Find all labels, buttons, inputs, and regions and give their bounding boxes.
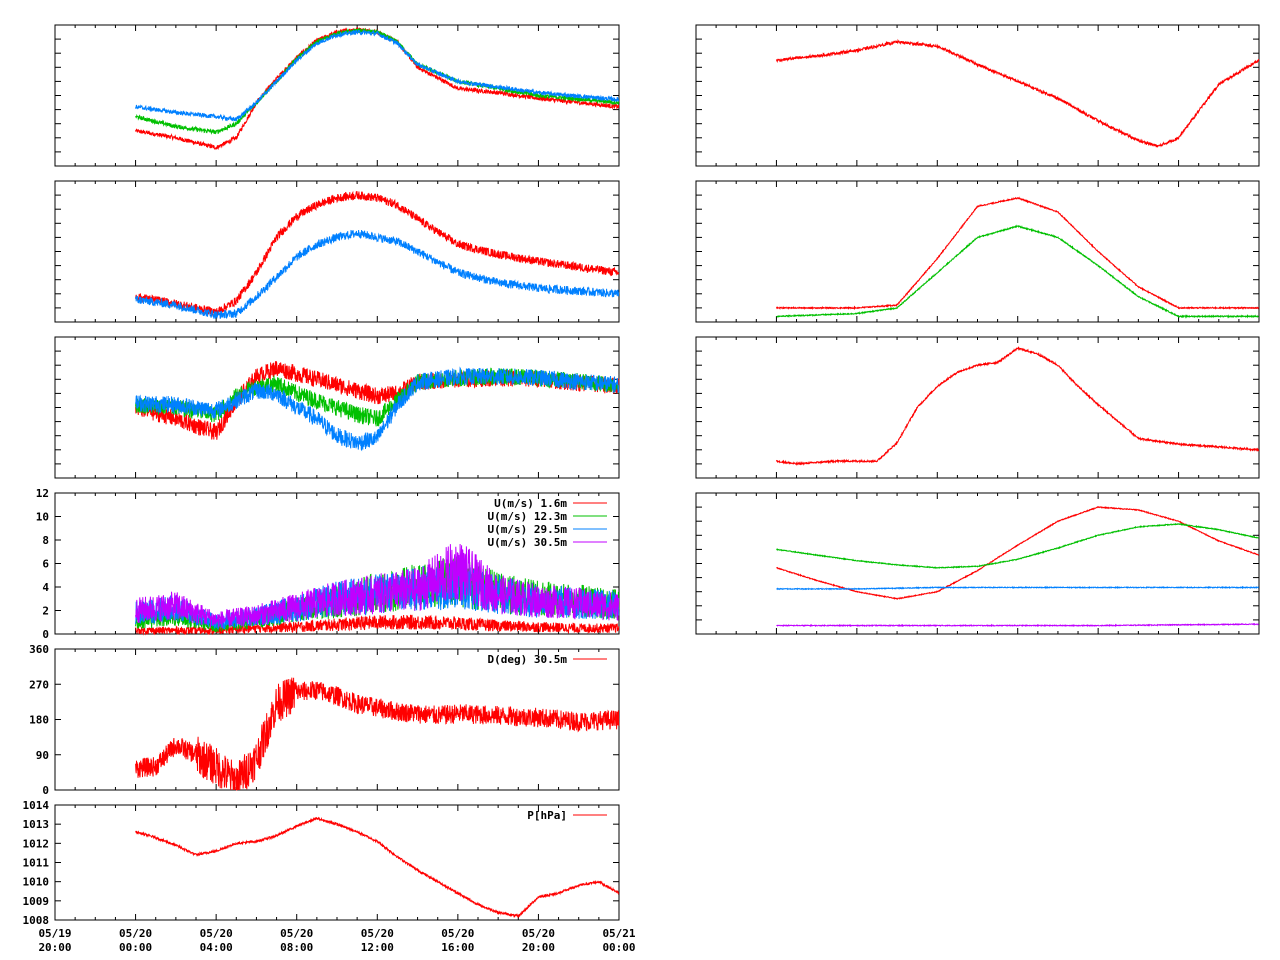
time-tick-hour: 04:00 xyxy=(200,941,233,954)
legend-label: P[hPa] xyxy=(527,809,567,822)
y-tick-label: 8 xyxy=(42,534,49,547)
time-tick-hour: 08:00 xyxy=(280,941,313,954)
y-tick-label: 1013 xyxy=(23,818,50,831)
series-line xyxy=(135,27,620,135)
time-tick-date: 05/21 xyxy=(602,927,635,940)
plot-frame xyxy=(695,336,1260,479)
y-tick-label: 1014 xyxy=(23,799,50,812)
time-tick-date: 05/20 xyxy=(441,927,474,940)
time-tick-date: 05/20 xyxy=(280,927,313,940)
series-line xyxy=(776,506,1260,600)
series-line xyxy=(775,346,1260,467)
chart-panel-temp_profile xyxy=(54,24,620,167)
legend-label: D(deg) 30.5m xyxy=(488,653,568,666)
y-tick-label: 12 xyxy=(36,487,49,500)
y-tick-label: 0 xyxy=(42,784,49,797)
y-tick-label: 10 xyxy=(36,511,49,524)
time-tick-hour: 12:00 xyxy=(361,941,394,954)
y-tick-label: 1009 xyxy=(23,895,50,908)
time-tick-date: 05/20 xyxy=(361,927,394,940)
legend-label: U(m/s) 1.6m xyxy=(494,497,567,510)
y-tick-label: 360 xyxy=(29,643,49,656)
series-line xyxy=(135,816,620,919)
series-line xyxy=(776,585,1260,591)
time-tick-date: 05/20 xyxy=(119,927,152,940)
series-line xyxy=(135,229,620,319)
series-line xyxy=(776,522,1260,570)
y-tick-label: 1010 xyxy=(23,876,50,889)
chart-panel-right_panel_3 xyxy=(695,336,1260,479)
time-tick-date: 05/20 xyxy=(200,927,233,940)
chart-panel-temp_diff_profile xyxy=(54,336,620,479)
time-tick-date: 05/19 xyxy=(38,927,71,940)
time-tick-date: 05/20 xyxy=(522,927,555,940)
time-tick-hour: 20:00 xyxy=(522,941,555,954)
time-tick-hour: 00:00 xyxy=(602,941,635,954)
time-tick-hour: 00:00 xyxy=(119,941,152,954)
series-line xyxy=(775,38,1260,148)
time-tick-hour: 20:00 xyxy=(38,941,71,954)
y-tick-label: 270 xyxy=(29,678,49,691)
legend-label: U(m/s) 12.3m xyxy=(488,510,568,523)
series-line xyxy=(135,677,620,791)
legend-label: U(m/s) 30.5m xyxy=(488,536,568,549)
series-line xyxy=(776,224,1259,319)
plot-frame xyxy=(54,24,620,167)
plot-frame xyxy=(695,492,1260,635)
series-line xyxy=(135,29,620,122)
legend-label: U(m/s) 29.5m xyxy=(488,523,568,536)
y-tick-label: 1011 xyxy=(23,857,50,870)
plot-frame xyxy=(695,24,1260,167)
chart-panel-humidity_profile xyxy=(54,180,620,323)
y-tick-label: 1012 xyxy=(23,837,50,850)
series-line xyxy=(135,366,620,452)
y-tick-label: 4 xyxy=(42,581,49,594)
chart-panel-wind_speed: 0 2 4 6 8 10 12 U(m/s) 1.6mU(m/s) 12.3mU(m/s) 2… xyxy=(36,487,620,641)
y-tick-label: 2 xyxy=(42,605,49,618)
y-tick-label: 0 xyxy=(42,628,49,641)
chart-panel-pressure: 1008 1009 1010 1011 1012 1013 1014 P[hPa] xyxy=(23,799,620,927)
y-tick-label: 1008 xyxy=(23,914,50,927)
chart-panel-right_panel_4 xyxy=(695,492,1260,635)
chart-panel-right_panel_2 xyxy=(695,180,1260,323)
chart-panel-right_panel_1 xyxy=(695,24,1260,167)
series-line xyxy=(135,543,620,628)
series-line xyxy=(776,622,1259,628)
series-line xyxy=(135,190,620,317)
plot-frame xyxy=(54,804,620,921)
time-tick-hour: 16:00 xyxy=(441,941,474,954)
chart-panel-wind_direction: 0 90 180 270 360 D(deg) 30.5m xyxy=(29,643,620,797)
y-tick-label: 180 xyxy=(29,714,49,727)
plot-frame xyxy=(695,180,1260,323)
y-tick-label: 6 xyxy=(42,558,49,571)
series-line xyxy=(775,196,1260,311)
y-tick-label: 90 xyxy=(36,749,49,762)
